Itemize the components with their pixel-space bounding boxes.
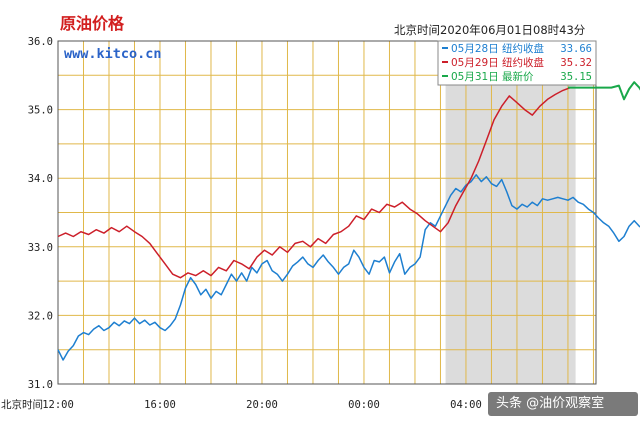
watermark: 头条 @油价观察室: [488, 392, 638, 416]
x-axis-prefix: 北京时间: [1, 398, 43, 411]
legend-label: 05月28日 纽约收盘: [451, 42, 545, 55]
y-tick-label: 31.0: [28, 379, 53, 391]
legend-box: [437, 40, 597, 86]
series-line-3: [568, 81, 640, 101]
x-tick-label: 04:00: [450, 399, 482, 411]
y-tick-label: 36.0: [28, 36, 53, 48]
legend-value: 35.32: [560, 57, 592, 69]
legend-value: 33.66: [560, 43, 592, 55]
legend-value: 35.15: [560, 71, 592, 83]
y-tick-label: 34.0: [28, 173, 53, 185]
x-tick-label: 12:00: [42, 399, 74, 411]
y-tick-label: 32.0: [28, 310, 53, 322]
y-tick-label: 33.0: [28, 242, 53, 254]
legend-label: 05月29日 纽约收盘: [451, 56, 545, 69]
x-tick-label: 16:00: [144, 399, 176, 411]
series-line-1: [57, 174, 640, 361]
y-tick-label: 35.0: [28, 105, 53, 117]
series-line-2: [57, 86, 571, 279]
timestamp-label: 北京时间2020年06月01日08时43分: [394, 23, 586, 37]
x-tick-label: 20:00: [246, 399, 278, 411]
chart-title: 原油价格: [60, 14, 125, 33]
legend-label: 05月31日 最新价: [451, 70, 534, 83]
x-tick-label: 00:00: [348, 399, 380, 411]
legend: 05月28日 纽约收盘 33.66 05月29日 纽约收盘 35.32 05月31日 最…: [437, 40, 597, 86]
site-url: www.kitco.cn: [64, 46, 162, 62]
